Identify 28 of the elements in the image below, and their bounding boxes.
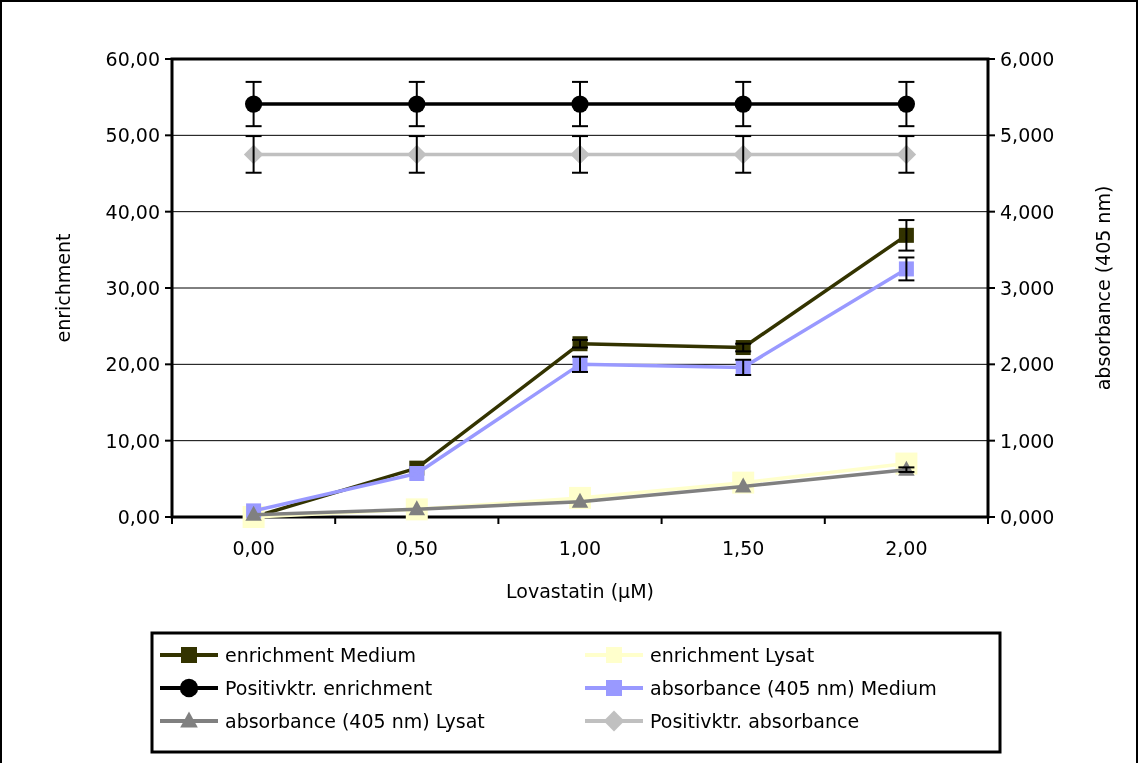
y2-axis-title: absorbance (405 nm) bbox=[1092, 185, 1114, 391]
x-tick-label: 1,00 bbox=[558, 537, 602, 559]
y2-tick-label: 6,000 bbox=[1000, 48, 1055, 70]
x-tick-label: 1,50 bbox=[722, 537, 765, 559]
y-axis-title: enrichment bbox=[52, 233, 74, 343]
y2-tick-label: 0,000 bbox=[1000, 506, 1055, 528]
x-axis-title: Lovastatin (µM) bbox=[506, 580, 654, 602]
legend-label: enrichment Medium bbox=[225, 644, 417, 666]
legend-label: Positivktr. absorbance bbox=[650, 710, 860, 732]
y2-tick-label: 3,000 bbox=[1000, 277, 1055, 299]
y2-tick-label: 2,000 bbox=[1000, 353, 1055, 376]
legend-label: absorbance (405 nm) Medium bbox=[650, 677, 937, 699]
legend-label: enrichment Lysat bbox=[650, 644, 815, 666]
legend-label: absorbance (405 nm) Lysat bbox=[225, 710, 485, 732]
y2-tick-label: 5,000 bbox=[1000, 124, 1055, 147]
y-tick-label: 50,00 bbox=[105, 124, 160, 147]
y-tick-label: 10,00 bbox=[105, 429, 160, 452]
x-tick-label: 0,50 bbox=[395, 537, 438, 559]
x-tick-label: 2,00 bbox=[885, 537, 928, 559]
y-tick-label: 0,00 bbox=[117, 506, 160, 528]
y-tick-label: 20,00 bbox=[105, 353, 160, 376]
y-tick-label: 30,00 bbox=[105, 277, 160, 299]
legend-label: Positivktr. enrichment bbox=[225, 677, 433, 699]
y-tick-label: 40,00 bbox=[105, 200, 160, 223]
y2-tick-label: 4,000 bbox=[1000, 200, 1055, 223]
y-tick-label: 60,00 bbox=[105, 48, 160, 70]
y2-tick-label: 1,000 bbox=[1000, 429, 1055, 452]
x-tick-label: 0,00 bbox=[232, 537, 275, 559]
